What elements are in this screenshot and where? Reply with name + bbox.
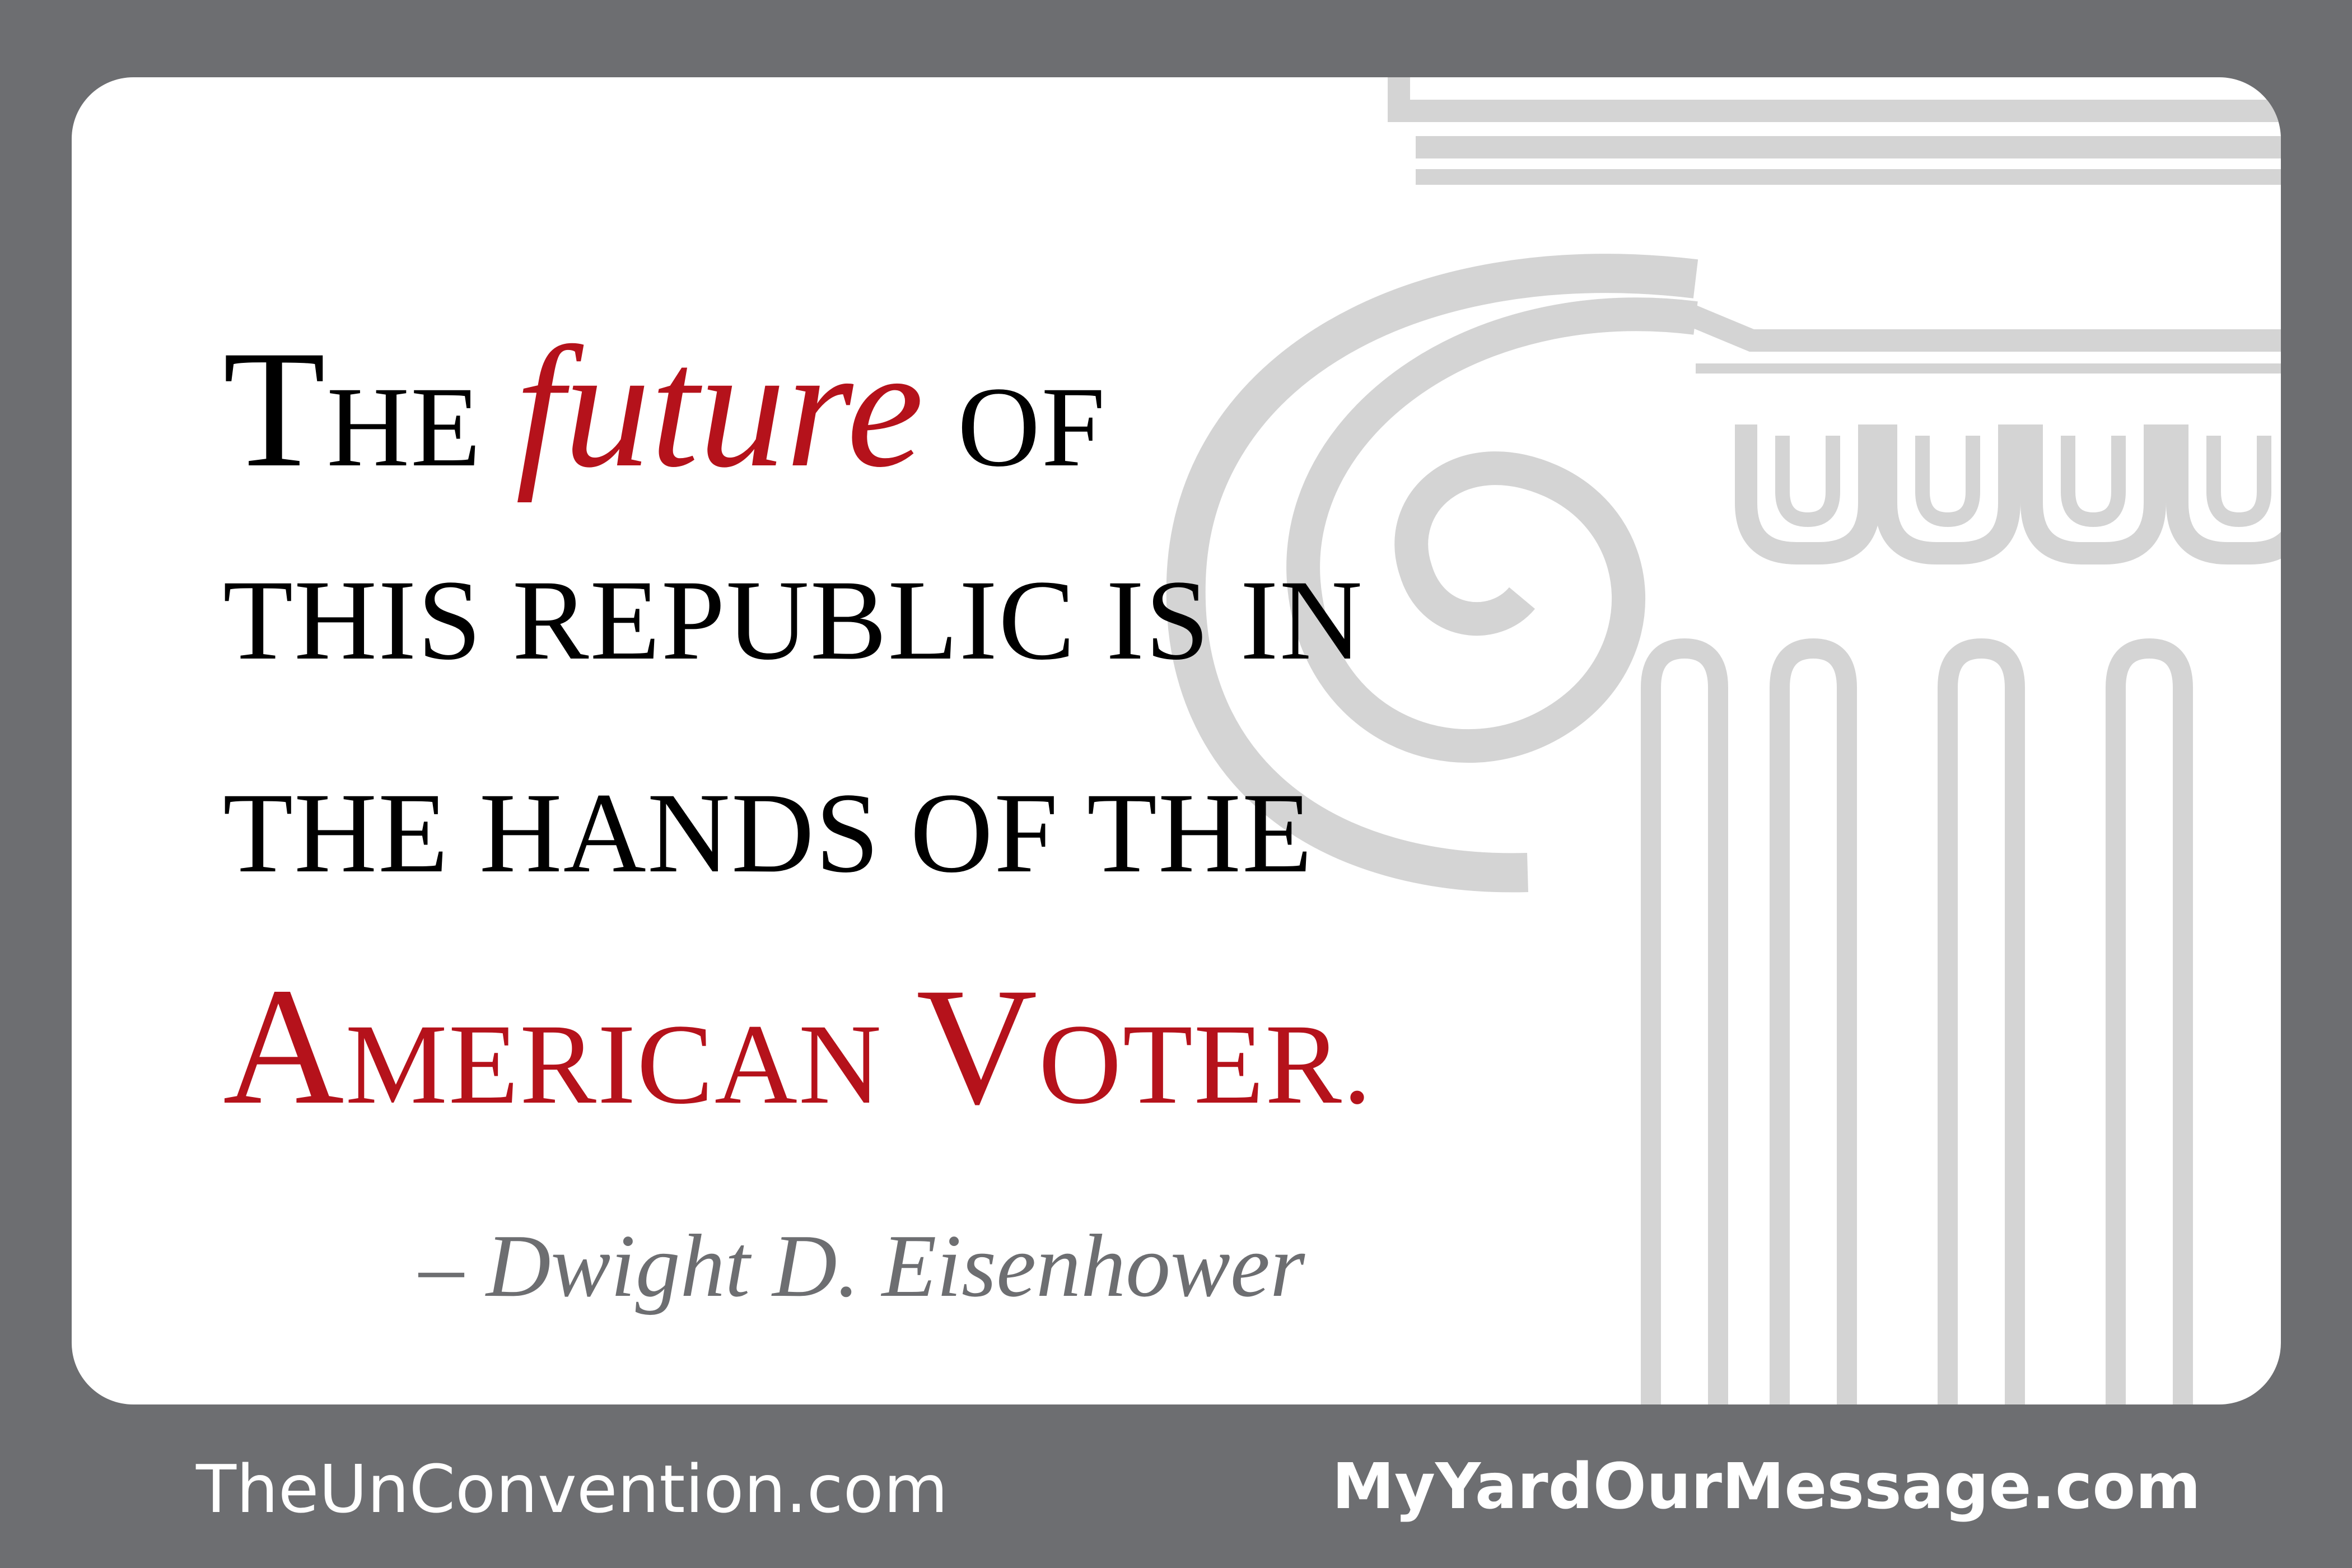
footer-url-unconvention[interactable]: TheUnConvention.com bbox=[196, 1450, 948, 1528]
quote-word-the: HE bbox=[326, 363, 482, 491]
quote-line-1: THE future OF bbox=[223, 301, 1373, 514]
quote-initial-v: V bbox=[916, 953, 1039, 1139]
quote-card: THE future OF THIS REPUBLIC IS IN THE HA… bbox=[72, 77, 2281, 1404]
quote-word-voter: OTER. bbox=[1038, 1001, 1373, 1128]
quote-line-4: AMERICAN VOTER. bbox=[223, 940, 1373, 1152]
ionic-column-illustration bbox=[1166, 77, 2281, 1404]
quote-initial-t: T bbox=[223, 316, 327, 502]
quote-text: THE future OF THIS REPUBLIC IS IN THE HA… bbox=[223, 301, 1373, 1152]
quote-word-of: OF bbox=[957, 363, 1107, 491]
footer-url-myyardourmessage[interactable]: MyYardOurMessage.com bbox=[1332, 1450, 2201, 1523]
quote-word-american: MERICAN bbox=[345, 1001, 883, 1128]
quote-word-future: future bbox=[515, 311, 924, 503]
quote-line-2: THIS REPUBLIC IS IN bbox=[223, 557, 1364, 684]
quote-initial-a: A bbox=[223, 953, 346, 1139]
quote-attribution: – Dwight D. Eisenhower bbox=[419, 1216, 1305, 1315]
quote-line-3: THE HANDS OF THE bbox=[223, 769, 1314, 897]
